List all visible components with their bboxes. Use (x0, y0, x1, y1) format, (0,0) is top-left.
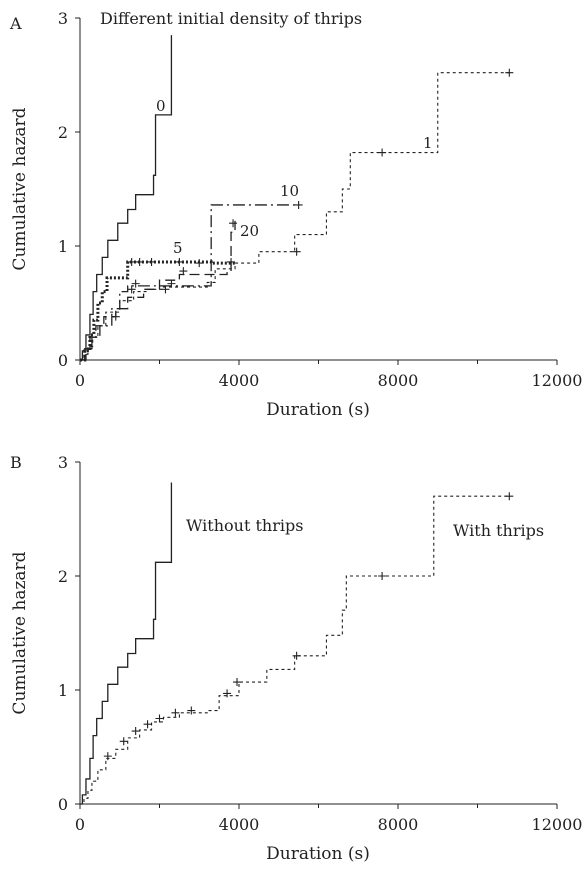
panel-label: B (10, 453, 22, 472)
x-tick-label: 12000 (532, 371, 583, 390)
censor-mark (127, 285, 136, 294)
panel-b: B 0 4000 8000 12000 0 1 2 3 Duration (s) Cumula… (10, 453, 582, 864)
censor-mark (292, 651, 301, 660)
curve-label-5: 5 (173, 239, 183, 257)
y-tick-label: 0 (58, 351, 68, 370)
series-line (80, 35, 173, 361)
censor-mark (223, 689, 232, 698)
series-line (80, 220, 236, 361)
y-tick-label: 2 (58, 567, 68, 586)
x-axis-label: Duration (s) (266, 400, 370, 420)
x-tick-label: 4000 (219, 371, 260, 390)
curve-label-10: 10 (280, 182, 299, 200)
y-tick-label: 1 (58, 237, 68, 256)
censor-mark (187, 706, 196, 715)
censor-mark (147, 257, 156, 266)
censor-mark (161, 285, 170, 294)
censor-mark (195, 259, 204, 268)
y-tick-label: 3 (58, 9, 68, 28)
curve-label-1: 1 (423, 134, 433, 152)
curve-label-with-thrips: With thrips (453, 521, 544, 540)
x-tick-label: 8000 (378, 815, 419, 834)
censor-mark (127, 257, 136, 266)
censor-mark (131, 279, 140, 288)
censor-mark (171, 708, 180, 717)
x-tick-label: 8000 (378, 371, 419, 390)
censor-mark (505, 68, 514, 77)
curve-label-0: 0 (156, 97, 166, 115)
series-line (80, 204, 299, 361)
panel-a: A Different initial density of thrips 0 4… (9, 9, 582, 420)
censor-mark (135, 257, 144, 266)
censor-mark (292, 247, 301, 256)
x-tick-label: 0 (75, 371, 85, 390)
y-tick-label: 3 (58, 453, 68, 472)
chart-title: Different initial density of thrips (100, 9, 362, 28)
censor-mark (143, 720, 152, 729)
censor-mark (103, 752, 112, 761)
x-tick-label: 0 (75, 815, 85, 834)
x-axis-label: Duration (s) (266, 844, 370, 864)
series-line (80, 72, 510, 361)
censor-mark (131, 727, 140, 736)
curve-label-without-thrips: Without thrips (186, 516, 303, 535)
censor-mark (233, 678, 242, 687)
censor-mark (294, 200, 303, 209)
censor-mark (179, 267, 188, 276)
curve-label-20: 20 (240, 222, 259, 240)
series-line (80, 495, 510, 805)
panel-label: A (9, 14, 22, 33)
censor-mark (229, 219, 238, 228)
censor-mark (175, 257, 184, 266)
y-axis-label: Cumulative hazard (10, 107, 30, 270)
censor-mark (119, 737, 128, 746)
censor-mark (505, 492, 514, 501)
series-line (80, 482, 173, 805)
y-tick-label: 2 (58, 123, 68, 142)
x-tick-label: 12000 (532, 815, 583, 834)
censor-mark (155, 714, 164, 723)
censor-mark (111, 312, 120, 321)
censor-mark (378, 572, 387, 580)
censor-mark (378, 148, 387, 157)
x-tick-label: 4000 (219, 815, 260, 834)
y-tick-label: 0 (58, 795, 68, 814)
censor-mark (167, 279, 176, 288)
y-axis-label: Cumulative hazard (10, 551, 30, 714)
y-tick-label: 1 (58, 681, 68, 700)
